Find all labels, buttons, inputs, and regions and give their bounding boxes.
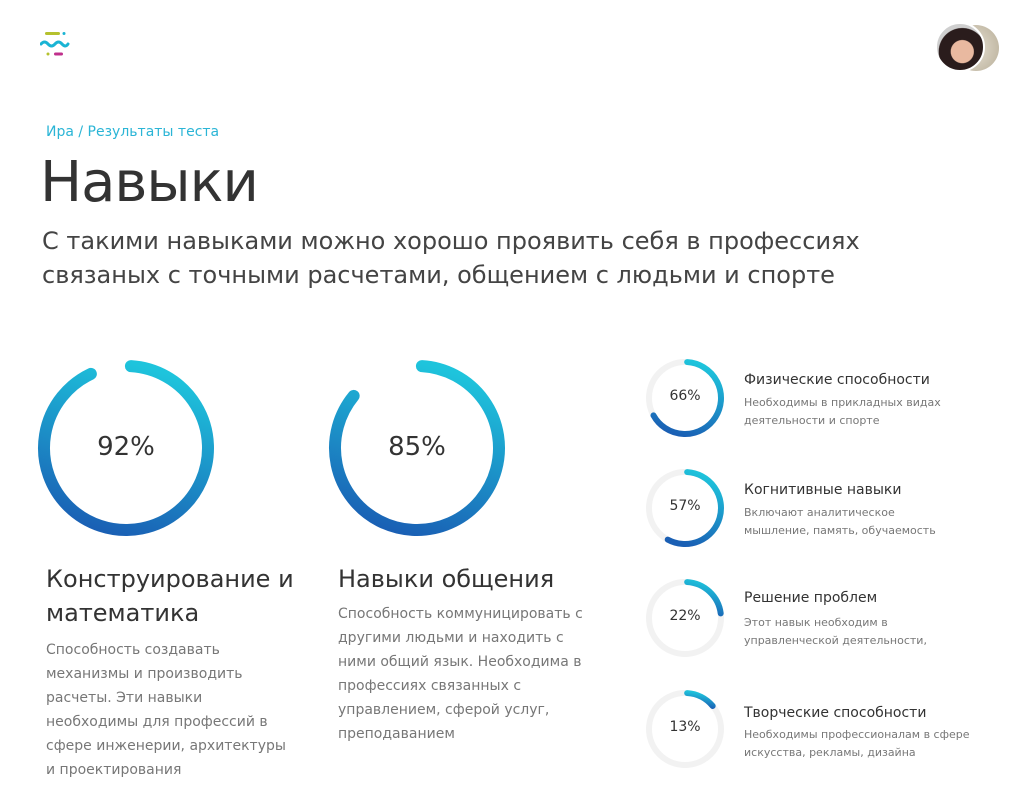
skill-percent: 66%	[669, 388, 701, 404]
skill-description: Способность коммуницировать с другими лю…	[338, 606, 583, 742]
ring-progress-arc	[650, 359, 724, 437]
ring-progress-arc	[684, 690, 716, 709]
skill-percent: 13%	[669, 719, 701, 735]
progress-ring	[646, 579, 724, 657]
ring-progress-arc	[38, 360, 214, 536]
skill-title: Навыки общения	[338, 565, 555, 593]
page-title: Навыки	[40, 150, 259, 215]
skill-percent: 22%	[669, 608, 701, 624]
skill-title: Физические способности	[744, 372, 930, 388]
brand-logo[interactable]	[40, 30, 70, 58]
skill-title: Конструирование и математика	[46, 565, 294, 627]
skill-row: 22% Решение проблем Этот навык необходим…	[640, 578, 1020, 668]
skill-description: Этот навык необходим в управленческой де…	[744, 616, 927, 647]
breadcrumb[interactable]: Ира / Результаты теста	[46, 124, 220, 140]
skill-percent: 85%	[388, 432, 446, 462]
ring-progress-arc	[664, 469, 724, 547]
ring-progress-arc	[329, 360, 505, 536]
skill-percent: 57%	[669, 498, 701, 514]
skill-description: Включают аналитическое мышление, память,…	[744, 506, 936, 537]
user-avatar[interactable]	[935, 22, 1001, 72]
ring-progress-arc	[684, 579, 724, 617]
progress-ring	[646, 359, 724, 437]
progress-ring	[646, 690, 724, 768]
progress-ring	[646, 469, 724, 547]
skill-title: Творческие способности	[744, 705, 927, 721]
skill-row: 13% Творческие способности Необходимы пр…	[640, 689, 1020, 779]
skill-description: Необходимы профессионалам в сфере искусс…	[744, 728, 970, 759]
skill-description: Необходимы в прикладных видах деятельнос…	[744, 396, 941, 427]
skill-row: 66% Физические способности Необходимы в …	[640, 358, 1020, 448]
skill-percent: 92%	[97, 432, 155, 462]
page-subtitle: С такими навыками можно хорошо проявить …	[42, 227, 860, 289]
skill-description: Способность создавать механизмы и произв…	[46, 642, 286, 778]
skill-title: Когнитивные навыки	[744, 482, 902, 498]
progress-ring	[329, 360, 505, 536]
progress-ring	[38, 360, 214, 536]
skill-row: 57% Когнитивные навыки Включают аналитич…	[640, 468, 1020, 558]
skill-title: Решение проблем	[744, 590, 878, 606]
